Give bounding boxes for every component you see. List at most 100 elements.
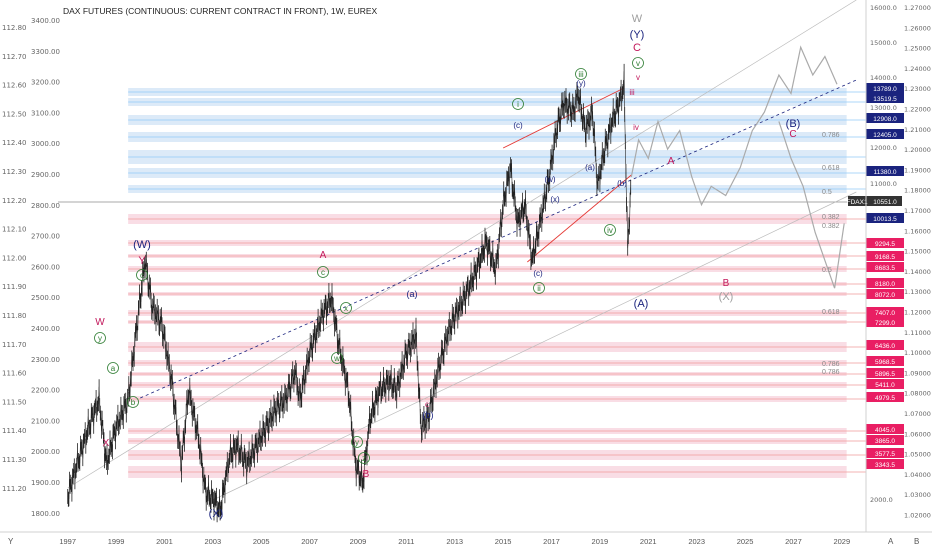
left-tick-label: 112.40 (2, 139, 27, 147)
left-tick-label: 111.20 (2, 485, 27, 493)
wave-circle (533, 282, 545, 294)
price-series (67, 63, 632, 523)
wave-label: B (723, 278, 730, 289)
x-tick-label: 2013 (446, 537, 463, 546)
wave-label: (b) (617, 179, 627, 188)
x-tick-label: 1999 (108, 537, 125, 546)
fib-label: 0.786 (822, 369, 840, 376)
left-tick-label-2: 1800.00 (31, 510, 60, 518)
wave-circle (136, 269, 148, 281)
left-tick-label-2: 2700.00 (31, 233, 60, 241)
left-tick-label: 112.70 (2, 53, 27, 61)
wave-label: Y (138, 255, 146, 267)
price-tag-label: 9168.5 (875, 254, 895, 261)
price-tag (866, 448, 904, 458)
x-tick-label: 2023 (688, 537, 705, 546)
wave-label: (b) (423, 410, 434, 420)
x-tick-label: 2015 (495, 537, 512, 546)
right-tick-label: 1.19000 (904, 166, 931, 174)
price-tag-label: 8072.0 (875, 292, 895, 299)
wave-circle (575, 68, 587, 80)
x-tick-label: 2011 (398, 537, 414, 546)
left-tick-label-2: 2500.00 (31, 294, 60, 302)
wave-label: A (668, 156, 675, 167)
x-axis[interactable]: 1997 1999 2001 2003 2005 2007 2009 2011 2013 2015… (59, 537, 850, 546)
wave-circle (604, 224, 616, 236)
bottom-left-letter[interactable]: Y (8, 537, 14, 546)
right-tick-label: 1.14000 (904, 268, 931, 276)
left-tick-label: 112.00 (2, 254, 27, 262)
wave-labels: W(Y)C(W)YcWyabX(X)AcxwyzB(a)(b)ciiiiviii… (94, 13, 840, 520)
wave-label: iii (629, 88, 635, 97)
price-tag (866, 435, 904, 445)
wave-label: C (633, 42, 641, 54)
right-tick-label-2: 16000.0 (870, 4, 897, 12)
wave-label: (X) (719, 291, 734, 303)
price-tag (866, 459, 904, 469)
left-tick-label: 112.20 (2, 197, 27, 205)
right-tick-label: 1.11000 (904, 329, 931, 337)
left-tick-label: 111.70 (2, 341, 27, 349)
wave-circle (358, 452, 370, 464)
right-tick-label: 1.24000 (904, 65, 931, 73)
price-tag (866, 213, 904, 223)
price-tag-label: 7299.0 (875, 320, 895, 327)
wave-label: y (98, 334, 102, 343)
price-tag-label: 4045.0 (875, 427, 895, 434)
fib-label: 0.5 (822, 267, 832, 274)
left-tick-label-2: 2600.00 (31, 263, 60, 271)
right-tick-label: 1.03000 (904, 491, 931, 499)
wave-circle (351, 436, 363, 448)
wave-label: x (344, 304, 348, 313)
wave-label: A (320, 250, 327, 261)
wave-label: B (363, 469, 370, 480)
price-tag-label: 3865.0 (875, 438, 895, 445)
price-tag (868, 196, 902, 206)
price-tag-label: 13519.5 (873, 96, 897, 103)
wave-label-circled: y (351, 436, 363, 448)
wave-label: (a) (585, 163, 595, 172)
price-tag-label: 10551.0 (873, 199, 897, 206)
price-tag-label: 12405.0 (873, 132, 897, 139)
left-axis[interactable]: 112.80 112.70 112.60 112.50 112.40 112.30 112.… (2, 17, 60, 518)
left-tick-label-2: 2900.00 (31, 171, 60, 179)
price-tag (866, 93, 904, 103)
wave-label: (A) (634, 298, 649, 310)
x-tick-label: 2019 (592, 537, 609, 546)
x-tick-label: 2017 (543, 537, 560, 546)
fib-label: 0.786 (822, 132, 840, 139)
x-tick-label: 2009 (350, 537, 367, 546)
wave-label: (W) (133, 239, 151, 251)
auto-scale-toggle[interactable]: A (888, 537, 894, 546)
left-tick-label-2: 3200.00 (31, 79, 60, 87)
scale-toggle[interactable]: B (914, 537, 919, 546)
middle-channel-line (140, 79, 857, 399)
wave-circle (632, 57, 644, 69)
price-tag (848, 196, 868, 206)
price-tag (866, 113, 904, 123)
left-tick-label: 111.90 (2, 283, 27, 291)
wave-label: v (636, 73, 640, 82)
price-tag (866, 356, 904, 366)
left-tick-label-2: 3400.00 (31, 17, 60, 25)
price-tag-label: 10013.5 (873, 216, 897, 223)
price-tag-label: 4979.5 (875, 395, 895, 402)
right-tick-label: 1.06000 (904, 430, 931, 438)
right-tick-label-2: 13000.0 (870, 104, 897, 112)
wave-label-circled: y (94, 332, 106, 344)
right-tick-label-2: 2000.0 (870, 496, 893, 504)
left-tick-label: 111.30 (2, 456, 27, 464)
right-tick-label-2: 15000.0 (870, 39, 897, 47)
left-tick-label-2: 2200.00 (31, 387, 60, 395)
projection-path-2 (778, 121, 845, 289)
price-tag (866, 83, 904, 93)
wave-circle (317, 266, 329, 278)
wave-circle (512, 98, 524, 110)
left-tick-label-2: 2400.00 (31, 325, 60, 333)
wave-label: (Y) (630, 29, 645, 41)
left-tick-label: 112.60 (2, 82, 27, 90)
left-tick-label: 112.50 (2, 110, 27, 118)
price-tag-label: 5968.5 (875, 359, 895, 366)
right-tick-label: 1.10000 (904, 349, 931, 357)
